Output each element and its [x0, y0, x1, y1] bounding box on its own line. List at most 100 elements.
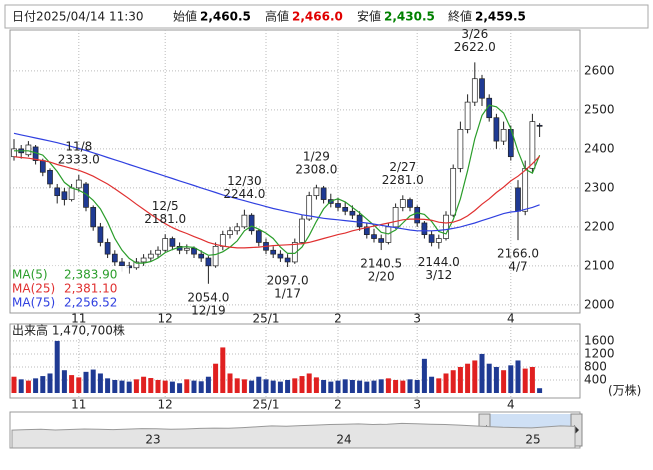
candle-body: [385, 226, 392, 243]
volume-bar: [25, 380, 31, 393]
volume-bar: [184, 379, 190, 393]
volume-bar: [133, 379, 139, 393]
candle-body: [407, 199, 413, 208]
volume-bar: [292, 378, 298, 393]
volume-bar: [515, 360, 521, 393]
y-tick-label: 2100: [584, 258, 615, 272]
navigator-label: 24: [336, 433, 351, 447]
volume-bar: [313, 377, 319, 393]
volume-bar: [155, 379, 161, 393]
datetime: 2025/04/14 11:30: [36, 10, 144, 24]
candle-body: [443, 214, 449, 239]
candle-body: [356, 214, 363, 228]
candle-body: [255, 230, 262, 243]
candle-body: [536, 124, 543, 127]
volume-bar: [191, 380, 197, 393]
legend-box: [11, 266, 129, 311]
volume-bar: [522, 368, 528, 393]
candle-body: [493, 117, 500, 142]
annotation-date: 1/29: [303, 149, 330, 163]
candle-body: [90, 207, 97, 228]
candle-body: [349, 210, 356, 216]
annotation-value: 2144.0: [418, 255, 460, 269]
volume-bar: [83, 371, 89, 393]
candle-body: [104, 242, 111, 255]
volume-bar: [169, 381, 175, 393]
legend-name: MA(75): [12, 296, 55, 310]
candle-body: [414, 207, 421, 224]
volume-bar: [537, 388, 543, 393]
candle-body: [299, 218, 305, 243]
volume-bar: [126, 381, 132, 393]
x-tick-label: 3: [413, 398, 421, 412]
candle-body: [284, 257, 291, 263]
candle-body: [378, 238, 385, 243]
annotation-value: 2166.0: [497, 247, 539, 261]
legend-value: 2,383.90: [64, 268, 117, 282]
candle-body: [198, 253, 205, 259]
annotation-date: 12/19: [191, 303, 226, 317]
candle-body: [435, 238, 442, 243]
candle-body: [75, 179, 82, 189]
field-label: 安値: [357, 9, 381, 24]
candle-body: [342, 207, 349, 212]
candle-body: [335, 203, 341, 208]
candle-body: [47, 169, 53, 185]
candle-body: [234, 226, 241, 232]
date-label: 日付: [12, 10, 36, 24]
legend-name: MA(5): [12, 268, 48, 282]
candle-body: [270, 249, 277, 255]
volume-bar: [220, 347, 226, 393]
x-tick-label: 11: [71, 398, 86, 412]
candle-body: [11, 148, 17, 158]
volume-bar: [241, 379, 247, 393]
candle-body: [291, 242, 298, 263]
volume-bar: [11, 376, 17, 393]
volume-bar: [349, 379, 355, 393]
volume-bar: [400, 380, 406, 393]
candle-body: [306, 195, 313, 220]
volume-bar: [97, 373, 103, 393]
volume-bar: [76, 377, 82, 393]
volume-bar: [285, 379, 291, 393]
volume-bar: [119, 380, 125, 393]
candle-body: [464, 101, 471, 130]
candle-body: [248, 214, 255, 232]
volume-bar: [234, 378, 240, 393]
volume-bar: [508, 365, 514, 393]
legend-value: 2,256.52: [64, 296, 117, 310]
candle-body: [191, 247, 197, 255]
volume-bar: [213, 363, 219, 393]
y-tick-label: 2200: [584, 219, 615, 233]
volume-unit: (万株): [608, 383, 641, 398]
candle-body: [428, 234, 435, 243]
volume-bar: [457, 366, 463, 393]
annotation-date: 4/7: [508, 260, 527, 274]
legend-value: 2,381.10: [64, 282, 117, 296]
volume-bar: [61, 370, 67, 393]
candle-body: [277, 253, 284, 259]
candle-body: [421, 222, 428, 235]
volume-tick-label: 1600: [584, 333, 615, 347]
volume-bar: [40, 376, 46, 393]
volume-bar: [472, 360, 478, 393]
candle-body: [133, 261, 140, 269]
legend-name: MA(25): [12, 282, 55, 296]
y-tick-label: 2500: [584, 102, 615, 116]
header-box: [4, 4, 649, 29]
x-tick-label: 12: [158, 312, 173, 326]
candle-body: [140, 257, 147, 263]
volume-bar: [486, 363, 492, 393]
volume-bar: [177, 383, 183, 393]
volume-bar: [306, 373, 312, 393]
annotation-value: 2308.0: [295, 162, 337, 176]
volume-bar: [465, 363, 471, 393]
volume-bar: [33, 378, 39, 393]
x-tick-label: 2: [334, 398, 342, 412]
field-value: 2,430.5: [384, 10, 435, 24]
annotation-date: 2/20: [368, 270, 395, 284]
volume-bar: [357, 380, 363, 393]
volume-bar: [198, 381, 204, 393]
